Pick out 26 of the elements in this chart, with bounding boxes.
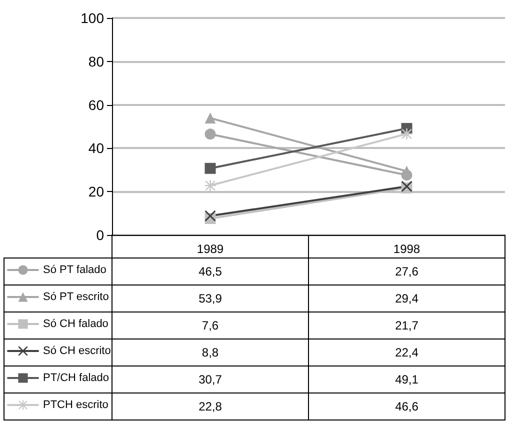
y-tick-label: 20 <box>88 184 104 200</box>
legend-label: Só CH escrito <box>43 345 111 357</box>
y-tick-label: 0 <box>96 227 104 243</box>
legend-label: Só CH falado <box>43 318 108 330</box>
data-label: 7,6 <box>202 318 219 332</box>
data-label: 46,6 <box>395 400 419 414</box>
legend-label: PTCH escrito <box>43 399 108 411</box>
data-label: 27,6 <box>395 264 419 278</box>
legend-label: Só PT escrito <box>43 291 109 303</box>
legend-label: PT/CH falado <box>43 372 110 384</box>
y-tick-label: 40 <box>88 140 104 156</box>
data-label: 29,4 <box>395 292 419 306</box>
data-label: 8,8 <box>202 346 219 360</box>
data-label: 30,7 <box>198 372 222 386</box>
y-tick-label: 60 <box>88 96 104 113</box>
legend-label: Só PT falado <box>43 264 106 276</box>
data-label: 22,8 <box>198 400 222 414</box>
data-label: 46,5 <box>198 264 222 278</box>
x-tick-label: 1998 <box>393 242 420 256</box>
data-label: 49,1 <box>395 372 419 386</box>
data-label: 22,4 <box>395 346 419 360</box>
y-tick-label: 100 <box>80 10 104 26</box>
data-label: 53,9 <box>198 292 222 306</box>
x-tick-label: 1989 <box>196 242 224 256</box>
y-tick-label: 80 <box>88 53 104 70</box>
data-label: 21,7 <box>395 318 419 332</box>
